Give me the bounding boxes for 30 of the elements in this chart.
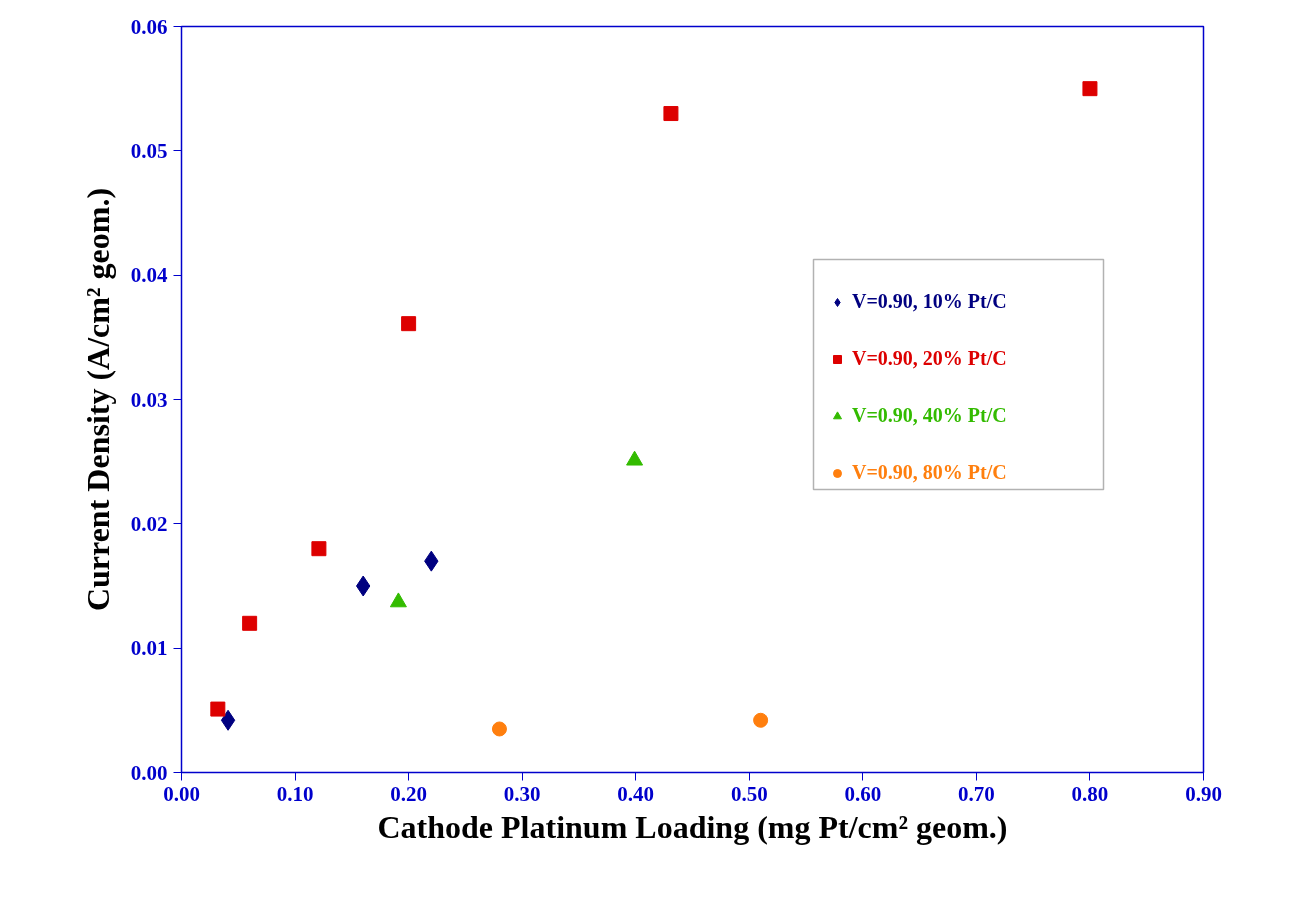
x-tick-label: 0.60 (844, 781, 882, 806)
y-tick-label: 0.03 (130, 387, 168, 412)
legend-label: V=0.90, 40% Pt/C (852, 404, 1007, 427)
y-tick-label: 0.04 (130, 263, 168, 288)
point (401, 316, 417, 332)
x-axis-title: Cathode Platinum Loading (mg Pt/cm² geom.) (377, 808, 1008, 845)
point (210, 701, 226, 717)
y-axis-title: Current Density (A/cm² geom.) (79, 187, 116, 612)
point (220, 709, 236, 731)
legend-label: V=0.90, 10% Pt/C (852, 290, 1007, 313)
x-tick-label: 0.10 (276, 781, 314, 806)
y-tick-label: 0.06 (130, 14, 168, 39)
legend-label: V=0.90, 20% Pt/C (852, 347, 1007, 370)
x-tick-label: 0.30 (503, 781, 541, 806)
point (753, 712, 769, 728)
legend-label: V=0.90, 80% Pt/C (852, 461, 1007, 484)
x-tick-label: 0.90 (1185, 781, 1222, 806)
y-tick-label: 0.01 (130, 636, 168, 661)
x-tick-label: 0.50 (730, 781, 768, 806)
x-tick-label: 0.20 (390, 781, 427, 806)
point (242, 615, 258, 631)
x-tick-label: 0.40 (617, 781, 655, 806)
y-tick-label: 0.02 (130, 511, 168, 536)
point (663, 106, 679, 122)
point (311, 541, 327, 557)
point (491, 721, 507, 737)
point (1082, 81, 1098, 97)
x-tick-label: 0.80 (1071, 781, 1109, 806)
x-tick-label: 0.70 (958, 781, 995, 806)
y-tick-label: 0.05 (130, 138, 168, 163)
